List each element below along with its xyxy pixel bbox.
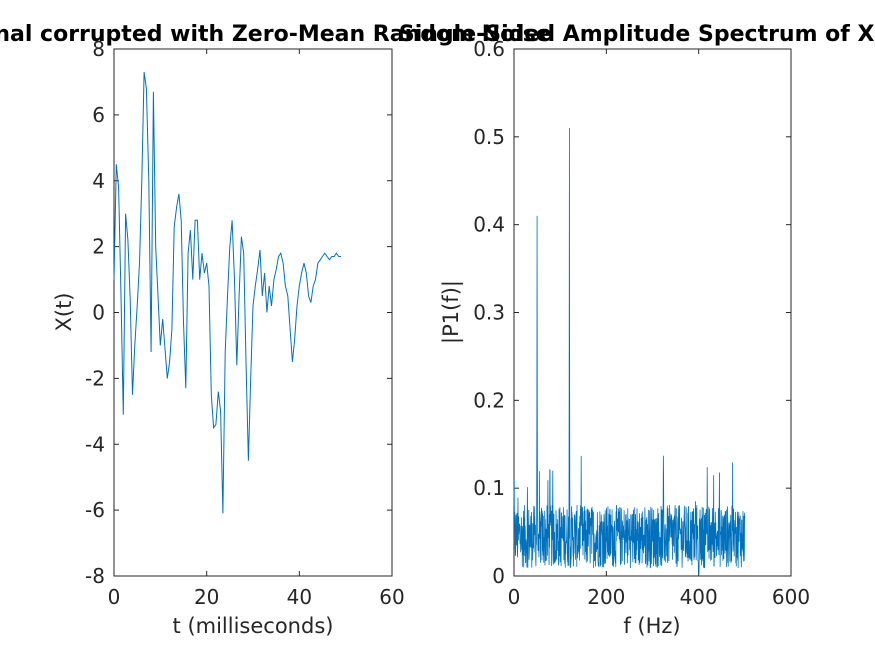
time-plot-x-label: t (milliseconds) (173, 614, 334, 638)
time-plot-title: Signal corrupted with Zero-Mean Random N… (0, 22, 551, 47)
time-plot-y-tick-label: 0 (92, 301, 105, 325)
time-domain-plot: -8 -6 -4 -2 0 2 4 6 8 0 20 40 60 t (milliseconds) X… (52, 37, 405, 638)
spectrum-plot-y-tick-label: 0.6 (473, 37, 505, 61)
time-plot-x-ticks: 0 20 40 60 (108, 49, 405, 609)
time-plot-y-tick-label: -8 (85, 564, 105, 588)
spectrum-plot-x-tick-label: 600 (772, 585, 810, 609)
spectrum-plot-y-tick-label: 0.1 (473, 476, 505, 500)
spectrum-plot-y-tick-label: 0.3 (473, 301, 505, 325)
spectrum-plot-title: Single-Sided Amplitude Spectrum of X(t) (399, 22, 875, 47)
time-plot-x-tick-label: 60 (379, 585, 404, 609)
time-plot-y-tick-label: -4 (85, 432, 105, 456)
time-plot-x-tick-label: 0 (108, 585, 121, 609)
time-plot-y-tick-label: -2 (85, 366, 105, 390)
time-signal-line (113, 72, 341, 514)
time-plot-x-tick-label: 40 (287, 585, 312, 609)
spectrum-plot-y-tick-label: 0.4 (473, 213, 505, 237)
spectrum-plot-x-tick-label: 200 (587, 585, 625, 609)
time-plot-y-tick-label: 8 (92, 37, 105, 61)
spectrum-plot-y-tick-label: 0.5 (473, 125, 505, 149)
spectrum-plot-x-tick-label: 400 (680, 585, 718, 609)
time-plot-y-tick-label: 2 (92, 235, 105, 259)
spectrum-plot-x-tick-label: 0 (508, 585, 521, 609)
spectrum-plot-y-tick-label: 0 (492, 564, 505, 588)
spectrum-plot-y-label: |P1(f)| (439, 280, 464, 344)
time-plot-y-tick-label: 4 (92, 169, 105, 193)
spectrum-plot: 0 0.1 0.2 0.3 0.4 0.5 0.6 0 200 400 600 f (Hz) |P… (439, 37, 810, 638)
time-plot-x-tick-label: 20 (194, 585, 219, 609)
spectrum-plot-axes-box (513, 48, 792, 577)
spectrum-plot-y-ticks: 0 0.1 0.2 0.3 0.4 0.5 0.6 (473, 37, 791, 588)
time-plot-y-label: X(t) (52, 292, 76, 331)
spectrum-plot-x-ticks: 0 200 400 600 (508, 49, 810, 609)
time-plot-y-tick-label: -6 (85, 498, 105, 522)
spectrum-line (513, 127, 746, 575)
spectrum-plot-y-tick-label: 0.2 (473, 388, 505, 412)
time-plot-y-tick-label: 6 (92, 103, 105, 127)
spectrum-plot-x-label: f (Hz) (623, 614, 680, 638)
